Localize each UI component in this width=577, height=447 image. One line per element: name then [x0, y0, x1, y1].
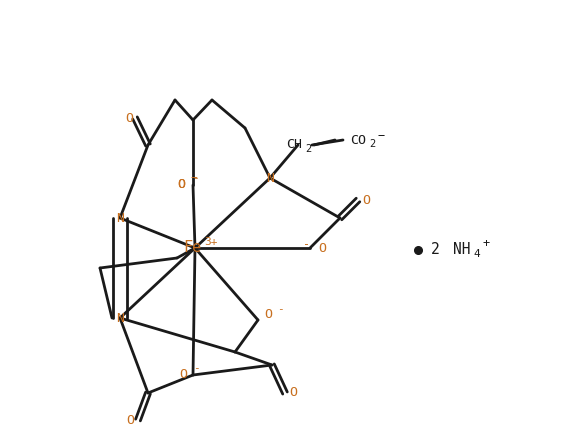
Text: 4: 4: [474, 249, 481, 259]
Text: N: N: [116, 312, 124, 325]
Text: O: O: [126, 413, 134, 426]
Text: -: -: [192, 173, 198, 183]
Text: 2: 2: [430, 243, 439, 257]
Text: +: +: [482, 237, 489, 250]
Text: 2: 2: [369, 139, 375, 149]
Text: -: -: [193, 363, 200, 373]
Text: O: O: [362, 194, 370, 207]
Text: Fe: Fe: [183, 240, 201, 256]
Text: O: O: [289, 387, 297, 400]
Text: -: -: [276, 304, 283, 314]
Text: N: N: [266, 172, 274, 185]
Text: O: O: [179, 368, 187, 381]
Text: -: -: [304, 239, 310, 252]
Text: 3+: 3+: [204, 237, 218, 247]
Text: N: N: [116, 211, 124, 224]
Text: O: O: [125, 111, 133, 125]
Text: O: O: [177, 178, 185, 191]
Text: O: O: [318, 241, 326, 254]
Text: CO: CO: [350, 134, 366, 147]
Text: CH: CH: [286, 139, 302, 152]
Text: O: O: [264, 308, 272, 321]
Text: −: −: [377, 128, 384, 142]
Text: −: −: [190, 173, 197, 183]
Text: 2: 2: [305, 144, 311, 154]
Text: O: O: [177, 178, 185, 191]
Text: NH: NH: [454, 241, 471, 257]
